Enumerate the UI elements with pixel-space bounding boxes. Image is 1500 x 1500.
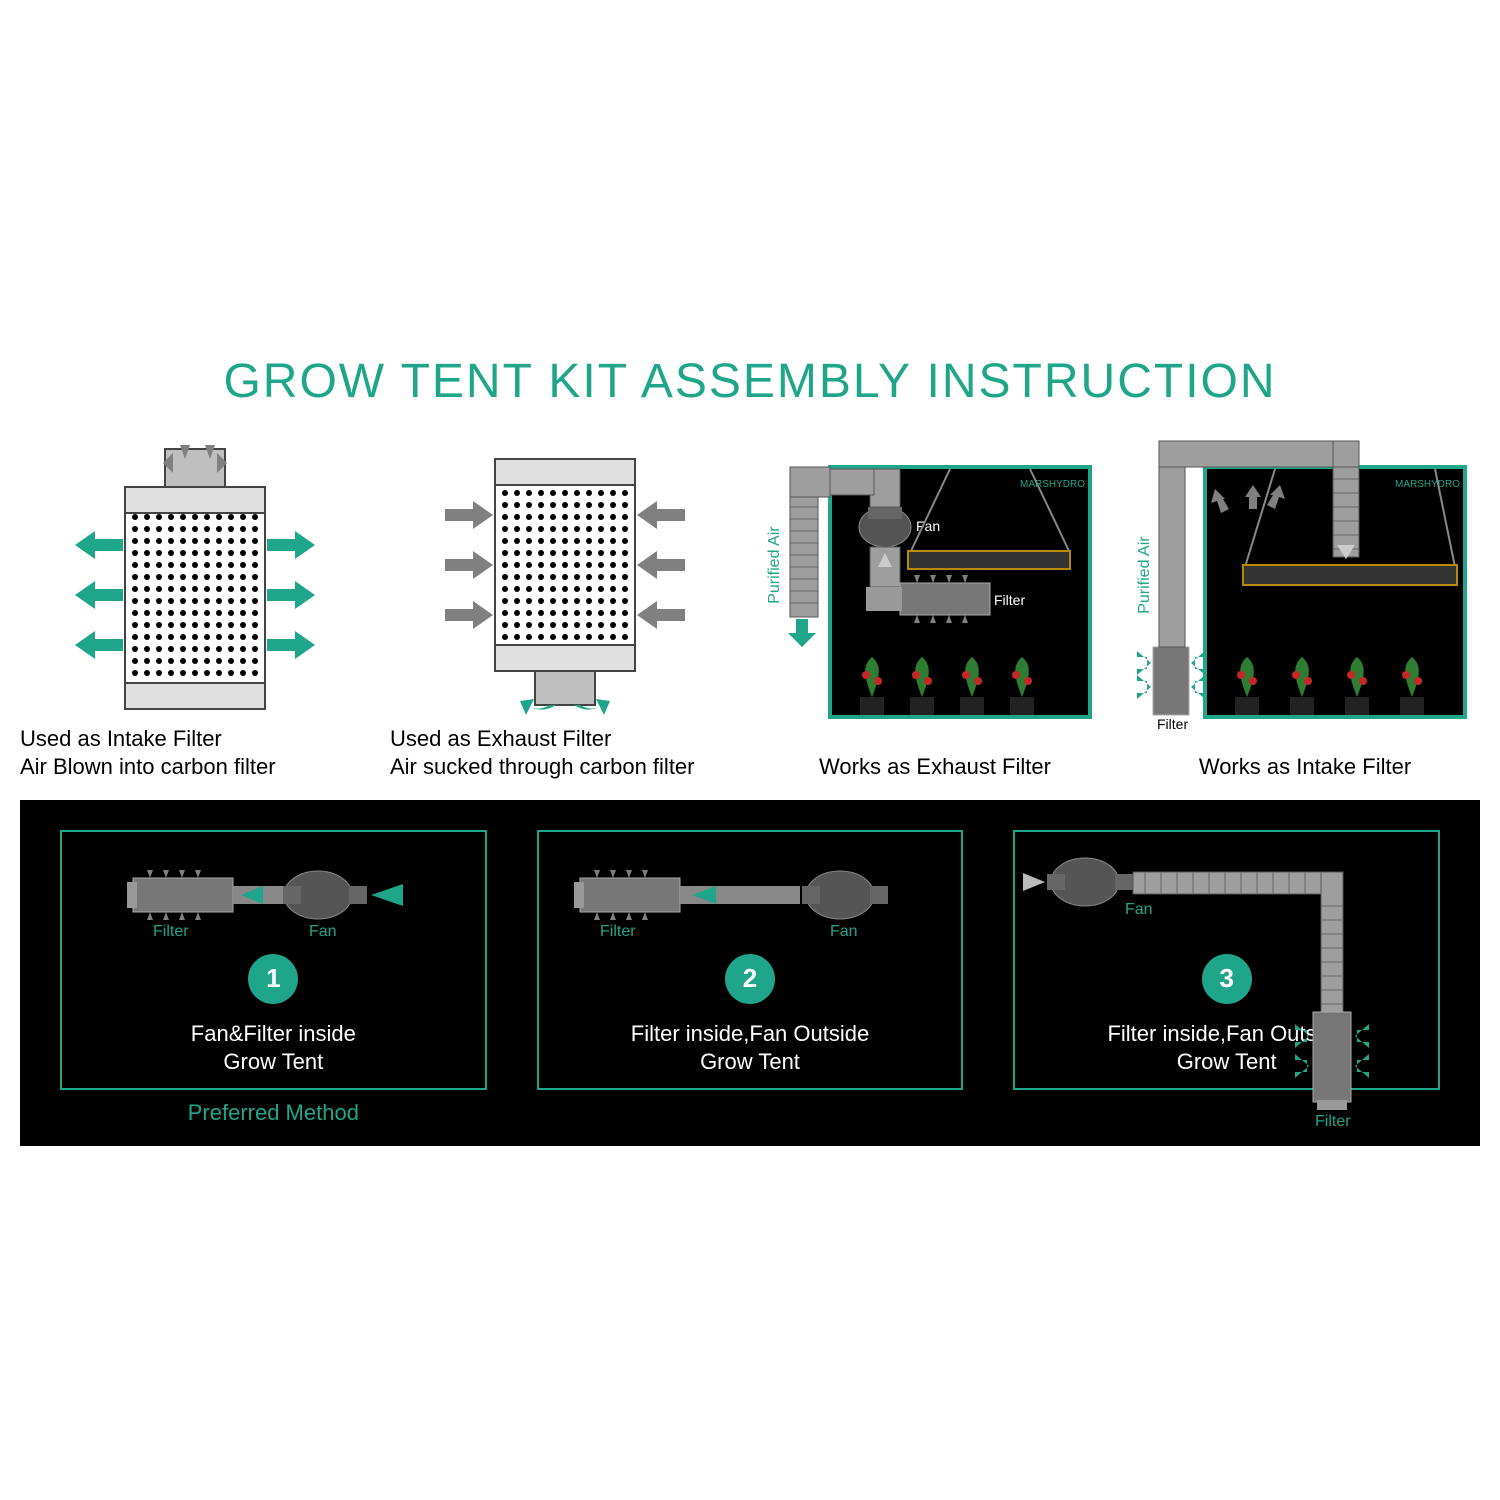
svg-text:Fan: Fan xyxy=(309,923,337,940)
tent-intake-diagram: MARSHYDRO Filter Fan xyxy=(1135,437,1475,747)
method-1-box: Filter Fan 1 Fan&Filter insideGrow Tent xyxy=(60,830,487,1090)
svg-text:Filter: Filter xyxy=(1157,716,1188,732)
svg-text:Filter: Filter xyxy=(153,923,189,940)
svg-text:Fan: Fan xyxy=(1341,437,1365,438)
exhaust-filter-panel: Used as Exhaust Filter Air sucked throug… xyxy=(390,439,740,782)
method-2-label: Filter inside,Fan OutsideGrow Tent xyxy=(631,1020,869,1077)
method-3-box: Fan Filter xyxy=(1013,830,1440,1090)
tent-exhaust-panel: Purified Air MARSHYDRO xyxy=(760,447,1110,782)
preferred-label: Preferred Method xyxy=(188,1100,359,1126)
method-1: Filter Fan 1 Fan&Filter insideGrow Tent … xyxy=(60,830,487,1126)
method-2: Filter Fan 2 Filter inside,Fan OutsideGr… xyxy=(537,830,964,1126)
tent-intake-caption: Works as Intake Filter xyxy=(1130,753,1480,782)
method-1-label: Fan&Filter insideGrow Tent xyxy=(191,1020,356,1077)
exhaust-caption: Used as Exhaust Filter Air sucked throug… xyxy=(390,725,740,782)
svg-text:Filter: Filter xyxy=(994,592,1025,608)
methods-strip: Filter Fan 1 Fan&Filter insideGrow Tent … xyxy=(20,800,1480,1146)
top-diagram-row: Used as Intake Filter Air Blown into car… xyxy=(20,437,1480,782)
svg-text:Filter: Filter xyxy=(600,923,636,940)
method-2-box: Filter Fan 2 Filter inside,Fan OutsideGr… xyxy=(537,830,964,1090)
intake-filter-panel: Used as Intake Filter Air Blown into car… xyxy=(20,439,370,782)
intake-filter-diagram xyxy=(45,439,345,719)
method-2-diagram: Filter Fan xyxy=(570,850,930,940)
purified-air-label: Purified Air xyxy=(766,527,784,604)
svg-text:Fan: Fan xyxy=(830,923,858,940)
tent-exhaust-caption: Works as Exhaust Filter xyxy=(760,753,1110,782)
method-1-diagram: Filter Fan xyxy=(113,850,433,940)
method-1-badge: 1 xyxy=(248,954,298,1004)
tent-exhaust-diagram: MARSHYDRO Fan xyxy=(770,447,1100,747)
svg-text:Fan: Fan xyxy=(1125,901,1153,918)
exhaust-filter-diagram xyxy=(415,439,715,719)
page-title: GROW TENT KIT ASSEMBLY INSTRUCTION xyxy=(20,354,1480,409)
method-2-badge: 2 xyxy=(725,954,775,1004)
svg-text:Filter: Filter xyxy=(1315,1113,1351,1130)
intake-caption: Used as Intake Filter Air Blown into car… xyxy=(20,725,370,782)
svg-text:MARSHYDRO: MARSHYDRO xyxy=(1395,479,1460,490)
method-3: Fan Filter xyxy=(1013,830,1440,1126)
tent-intake-panel: Purified Air MARSHYDRO Filter Fan xyxy=(1130,437,1480,782)
method-3-diagram: Fan Filter xyxy=(1015,842,1395,1142)
svg-text:MARSHYDRO: MARSHYDRO xyxy=(1020,479,1085,490)
purified-air-label-2: Purified Air xyxy=(1136,537,1154,614)
